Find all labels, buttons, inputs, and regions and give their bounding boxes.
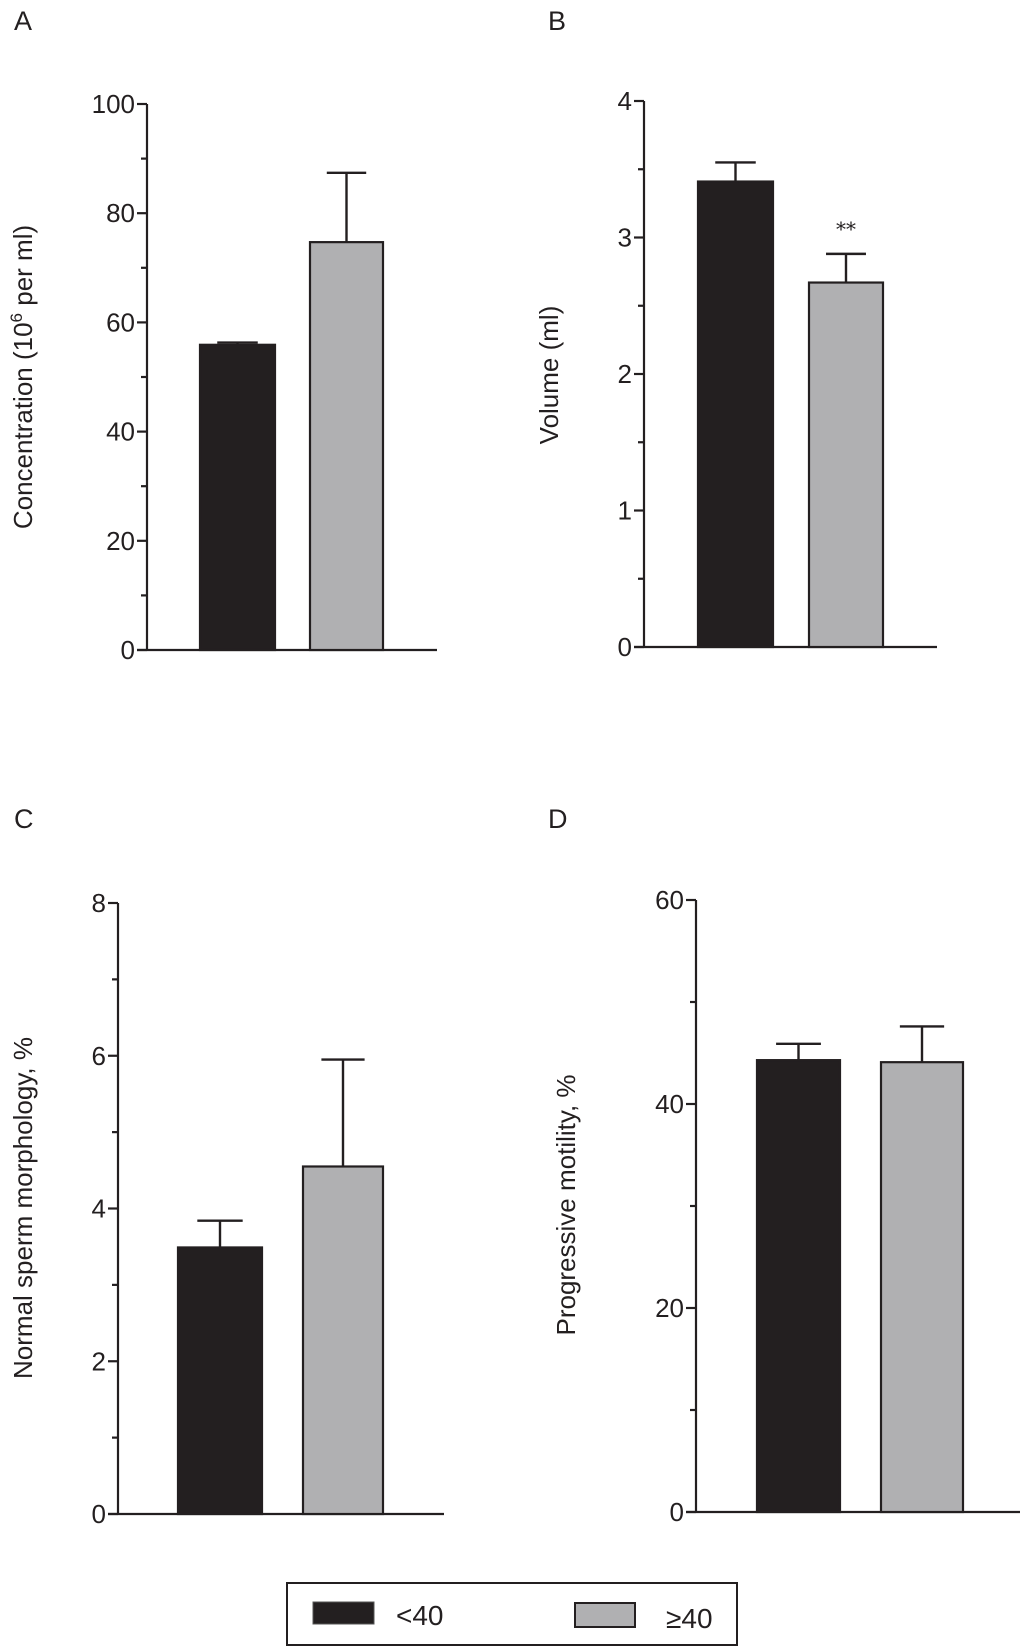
y-tick-label: 0 (618, 632, 632, 662)
y-tick-label: 60 (655, 885, 684, 915)
y-tick-label: 2 (92, 1346, 106, 1376)
panel-d: D 0 20 40 60 Progressive motility, % (548, 804, 1020, 1527)
legend-label-under-40: <40 (396, 1600, 444, 1631)
y-axis-title-tail: per ml) (8, 225, 38, 313)
y-tick-label: 80 (106, 198, 135, 228)
y-tick-label: 100 (92, 89, 135, 119)
bar-under-40 (755, 1059, 842, 1514)
legend-label-40-plus: ≥40 (666, 1603, 713, 1634)
y-tick-label: 1 (618, 496, 632, 526)
bar-under-40 (198, 343, 277, 652)
panel-a: A 0 20 40 60 80 100 Concentration (106 per ml) (7, 6, 437, 665)
y-axis-title: Normal sperm morphology, % (8, 1037, 38, 1379)
y-tick-label: 0 (670, 1497, 684, 1527)
y-tick-label: 0 (92, 1499, 106, 1529)
y-tick-label: 4 (618, 86, 632, 116)
panel-letter: A (14, 6, 32, 36)
panel-letter: D (548, 804, 568, 834)
y-tick-label: 40 (655, 1089, 684, 1119)
bar-40-plus (308, 241, 385, 652)
bar-40-plus (301, 1165, 385, 1516)
y-tick-label: 8 (92, 888, 106, 918)
y-axis-title: Progressive motility, % (551, 1074, 581, 1335)
panel-c: C 0 2 4 6 8 Normal sperm morphology, % (8, 804, 444, 1529)
panel-letter: B (548, 6, 566, 36)
bar-40-plus (879, 1061, 965, 1514)
bar-40-plus (807, 281, 885, 649)
panel-b: B 0 1 2 3 4 Volume (ml) ** (534, 6, 937, 662)
legend-swatch-under-40 (312, 1601, 375, 1625)
y-axis-title-text: Progressive motility, % (551, 1074, 581, 1335)
panel-letter: C (14, 804, 34, 834)
y-axis-title-superscript: 6 (7, 313, 26, 322)
y-tick-label: 40 (106, 417, 135, 447)
y-tick-label: 60 (106, 307, 135, 337)
y-tick-label: 20 (106, 526, 135, 556)
y-tick-label: 20 (655, 1293, 684, 1323)
y-tick-label: 6 (92, 1041, 106, 1071)
y-axis-title: Volume (ml) (534, 306, 564, 445)
bar-under-40 (176, 1246, 264, 1516)
y-axis-title: Concentration (106 per ml) (7, 225, 38, 529)
y-axis-title-text: Normal sperm morphology, % (8, 1037, 38, 1379)
y-tick-label: 0 (121, 635, 135, 665)
y-tick-label: 4 (92, 1194, 106, 1224)
y-tick-label: 2 (618, 359, 632, 389)
significance-marker: ** (836, 217, 856, 241)
legend-swatch-40-plus (574, 1602, 636, 1628)
y-tick-label: 3 (618, 223, 632, 253)
legend: <40 ≥40 (286, 1582, 738, 1646)
y-axis-title-text: Concentration (10 (8, 322, 38, 529)
y-axis-title-text: Volume (ml) (534, 306, 564, 445)
bar-under-40 (696, 180, 775, 649)
